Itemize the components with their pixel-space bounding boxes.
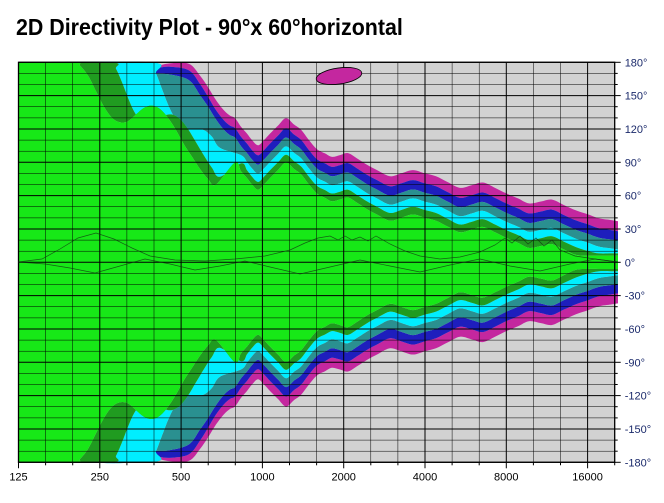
svg-text:180°: 180° <box>625 57 648 69</box>
svg-text:60°: 60° <box>625 191 642 203</box>
svg-text:120°: 120° <box>625 124 648 136</box>
svg-text:-180°: -180° <box>625 457 651 469</box>
svg-text:150°: 150° <box>625 91 648 103</box>
svg-text:0°: 0° <box>625 257 636 269</box>
svg-text:-60°: -60° <box>625 324 645 336</box>
svg-text:-120°: -120° <box>625 391 651 403</box>
svg-text:-150°: -150° <box>625 424 651 436</box>
svg-text:-30°: -30° <box>625 291 645 303</box>
svg-text:2000: 2000 <box>331 471 355 483</box>
svg-text:90°: 90° <box>625 157 642 169</box>
svg-text:125: 125 <box>9 471 27 483</box>
svg-text:4000: 4000 <box>413 471 437 483</box>
svg-text:500: 500 <box>172 471 190 483</box>
svg-text:16000: 16000 <box>572 471 603 483</box>
svg-text:250: 250 <box>91 471 109 483</box>
svg-text:-90°: -90° <box>625 357 645 369</box>
svg-text:8000: 8000 <box>494 471 518 483</box>
svg-text:1000: 1000 <box>250 471 274 483</box>
svg-text:30°: 30° <box>625 224 642 236</box>
